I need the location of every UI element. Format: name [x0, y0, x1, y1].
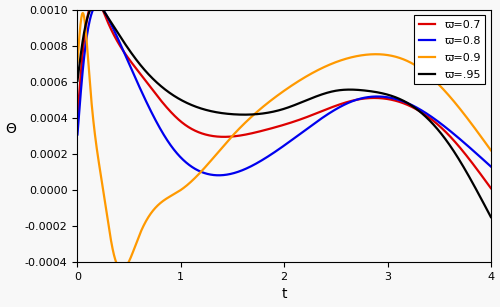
ϖ=0.9	[488, 149, 494, 152]
ϖ=0.8	[234, 171, 239, 174]
X-axis label: t: t	[282, 287, 287, 301]
ϖ=0.8	[74, 133, 80, 136]
Line: ϖ=0.7: ϖ=0.7	[78, 0, 491, 188]
Line: ϖ=.95: ϖ=.95	[78, 4, 491, 217]
ϖ=.95	[488, 215, 494, 219]
ϖ=0.9	[122, 266, 128, 270]
ϖ=.95	[74, 79, 80, 83]
ϖ=0.7	[251, 131, 257, 134]
ϖ=0.8	[216, 173, 222, 177]
ϖ=0.9	[251, 112, 257, 116]
ϖ=0.9	[436, 83, 442, 86]
Y-axis label: Θ: Θ	[6, 122, 16, 136]
ϖ=0.7	[480, 175, 486, 179]
ϖ=0.9	[146, 214, 152, 217]
ϖ=0.7	[92, 0, 98, 1]
ϖ=.95	[93, 2, 99, 6]
ϖ=0.9	[234, 130, 239, 134]
ϖ=0.7	[488, 186, 494, 190]
ϖ=0.9	[480, 138, 486, 141]
ϖ=0.7	[122, 51, 128, 55]
ϖ=0.7	[74, 115, 80, 118]
Line: ϖ=0.8: ϖ=0.8	[78, 5, 491, 175]
Line: ϖ=0.9: ϖ=0.9	[78, 13, 491, 270]
ϖ=0.7	[436, 123, 442, 127]
ϖ=0.8	[122, 52, 128, 56]
ϖ=0.8	[146, 106, 152, 110]
ϖ=.95	[251, 112, 257, 116]
ϖ=0.9	[74, 60, 80, 64]
ϖ=0.8	[251, 163, 257, 166]
ϖ=0.8	[436, 120, 442, 124]
ϖ=.95	[233, 113, 239, 116]
ϖ=.95	[436, 128, 442, 132]
ϖ=0.7	[233, 134, 239, 138]
ϖ=.95	[480, 200, 486, 204]
ϖ=.95	[146, 73, 152, 77]
Legend: ϖ=0.7, ϖ=0.8, ϖ=0.9, ϖ=.95: ϖ=0.7, ϖ=0.8, ϖ=0.9, ϖ=.95	[414, 15, 486, 84]
ϖ=.95	[122, 42, 128, 45]
ϖ=0.8	[94, 3, 100, 7]
ϖ=0.9	[80, 11, 86, 15]
ϖ=0.8	[488, 165, 494, 168]
ϖ=0.8	[480, 157, 486, 161]
ϖ=0.7	[146, 84, 152, 87]
ϖ=0.9	[119, 268, 125, 271]
